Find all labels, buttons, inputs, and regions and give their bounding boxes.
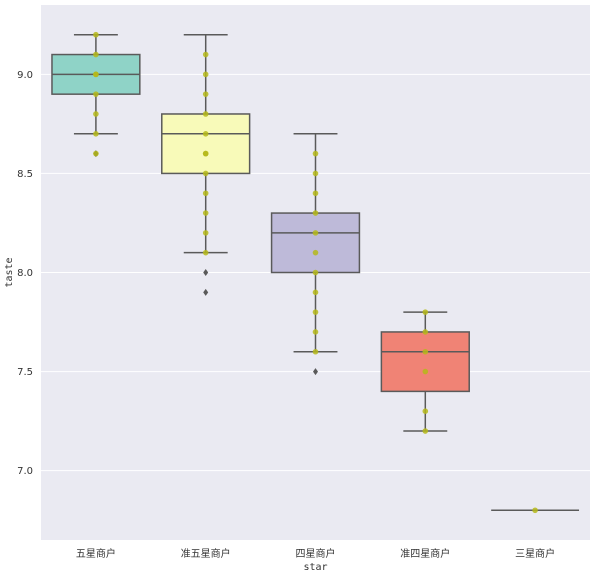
flier-marker bbox=[203, 269, 209, 276]
strip-point bbox=[312, 230, 319, 236]
strip-point bbox=[422, 368, 429, 375]
strip-point bbox=[202, 130, 209, 137]
strip-point bbox=[202, 230, 209, 236]
strip-point bbox=[93, 150, 99, 157]
strip-point bbox=[202, 210, 209, 216]
strip-point bbox=[312, 309, 319, 315]
y-tick-label: 7.5 bbox=[17, 367, 33, 378]
flier-marker bbox=[203, 288, 209, 296]
strip-point bbox=[93, 91, 99, 97]
strip-point bbox=[93, 51, 99, 58]
x-tick-label: 五星商户 bbox=[76, 547, 116, 560]
strip-point bbox=[312, 348, 319, 355]
y-tick-label: 7.0 bbox=[17, 466, 33, 477]
strip-point bbox=[93, 31, 99, 38]
strip-point bbox=[202, 150, 209, 157]
y-axis-label: taste bbox=[4, 257, 15, 287]
strip-point bbox=[202, 71, 209, 78]
x-tick-labels: 五星商户 准五星商户 四星商户 准四星商户 三星商户 bbox=[76, 547, 555, 560]
box bbox=[161, 113, 251, 175]
x-tick-label: 准五星商户 bbox=[181, 547, 231, 560]
strip-point bbox=[93, 111, 99, 117]
strip-point bbox=[202, 111, 209, 117]
y-tick-label: 9.0 bbox=[17, 70, 33, 81]
strip-point bbox=[202, 190, 209, 197]
strip-point bbox=[202, 51, 209, 58]
strip-point bbox=[312, 170, 319, 177]
strip-point bbox=[312, 269, 319, 276]
strip-point bbox=[202, 91, 209, 97]
strip-point bbox=[202, 249, 209, 256]
flier-marker bbox=[313, 368, 318, 376]
strip-point bbox=[93, 130, 99, 137]
strip-point bbox=[532, 507, 538, 514]
strip-point bbox=[202, 170, 209, 177]
strip-point bbox=[312, 190, 319, 197]
strip-point bbox=[93, 71, 99, 78]
strip-point bbox=[422, 428, 429, 434]
x-tick-label: 四星商户 bbox=[296, 547, 336, 560]
strip-point bbox=[312, 329, 319, 335]
box-group bbox=[161, 33, 251, 296]
strip-point bbox=[422, 309, 429, 315]
box-group bbox=[270, 133, 361, 376]
strip-point bbox=[312, 289, 319, 296]
x-axis-label: star bbox=[303, 562, 327, 573]
strip-point bbox=[422, 329, 429, 335]
strip-point bbox=[312, 150, 319, 157]
y-tick-labels: 7.0 7.5 8.0 8.5 9.0 bbox=[17, 70, 33, 477]
y-tick-label: 8.5 bbox=[17, 169, 33, 180]
strip-points bbox=[93, 31, 538, 514]
y-tick-label: 8.0 bbox=[17, 268, 33, 279]
box bbox=[270, 212, 361, 274]
strip-point bbox=[422, 408, 429, 415]
strip-point bbox=[422, 348, 429, 355]
strip-point bbox=[312, 210, 319, 216]
x-tick-label: 三星商户 bbox=[515, 547, 555, 560]
strip-point bbox=[312, 249, 319, 256]
x-tick-label: 准四星商户 bbox=[400, 547, 450, 560]
box bbox=[380, 331, 470, 393]
